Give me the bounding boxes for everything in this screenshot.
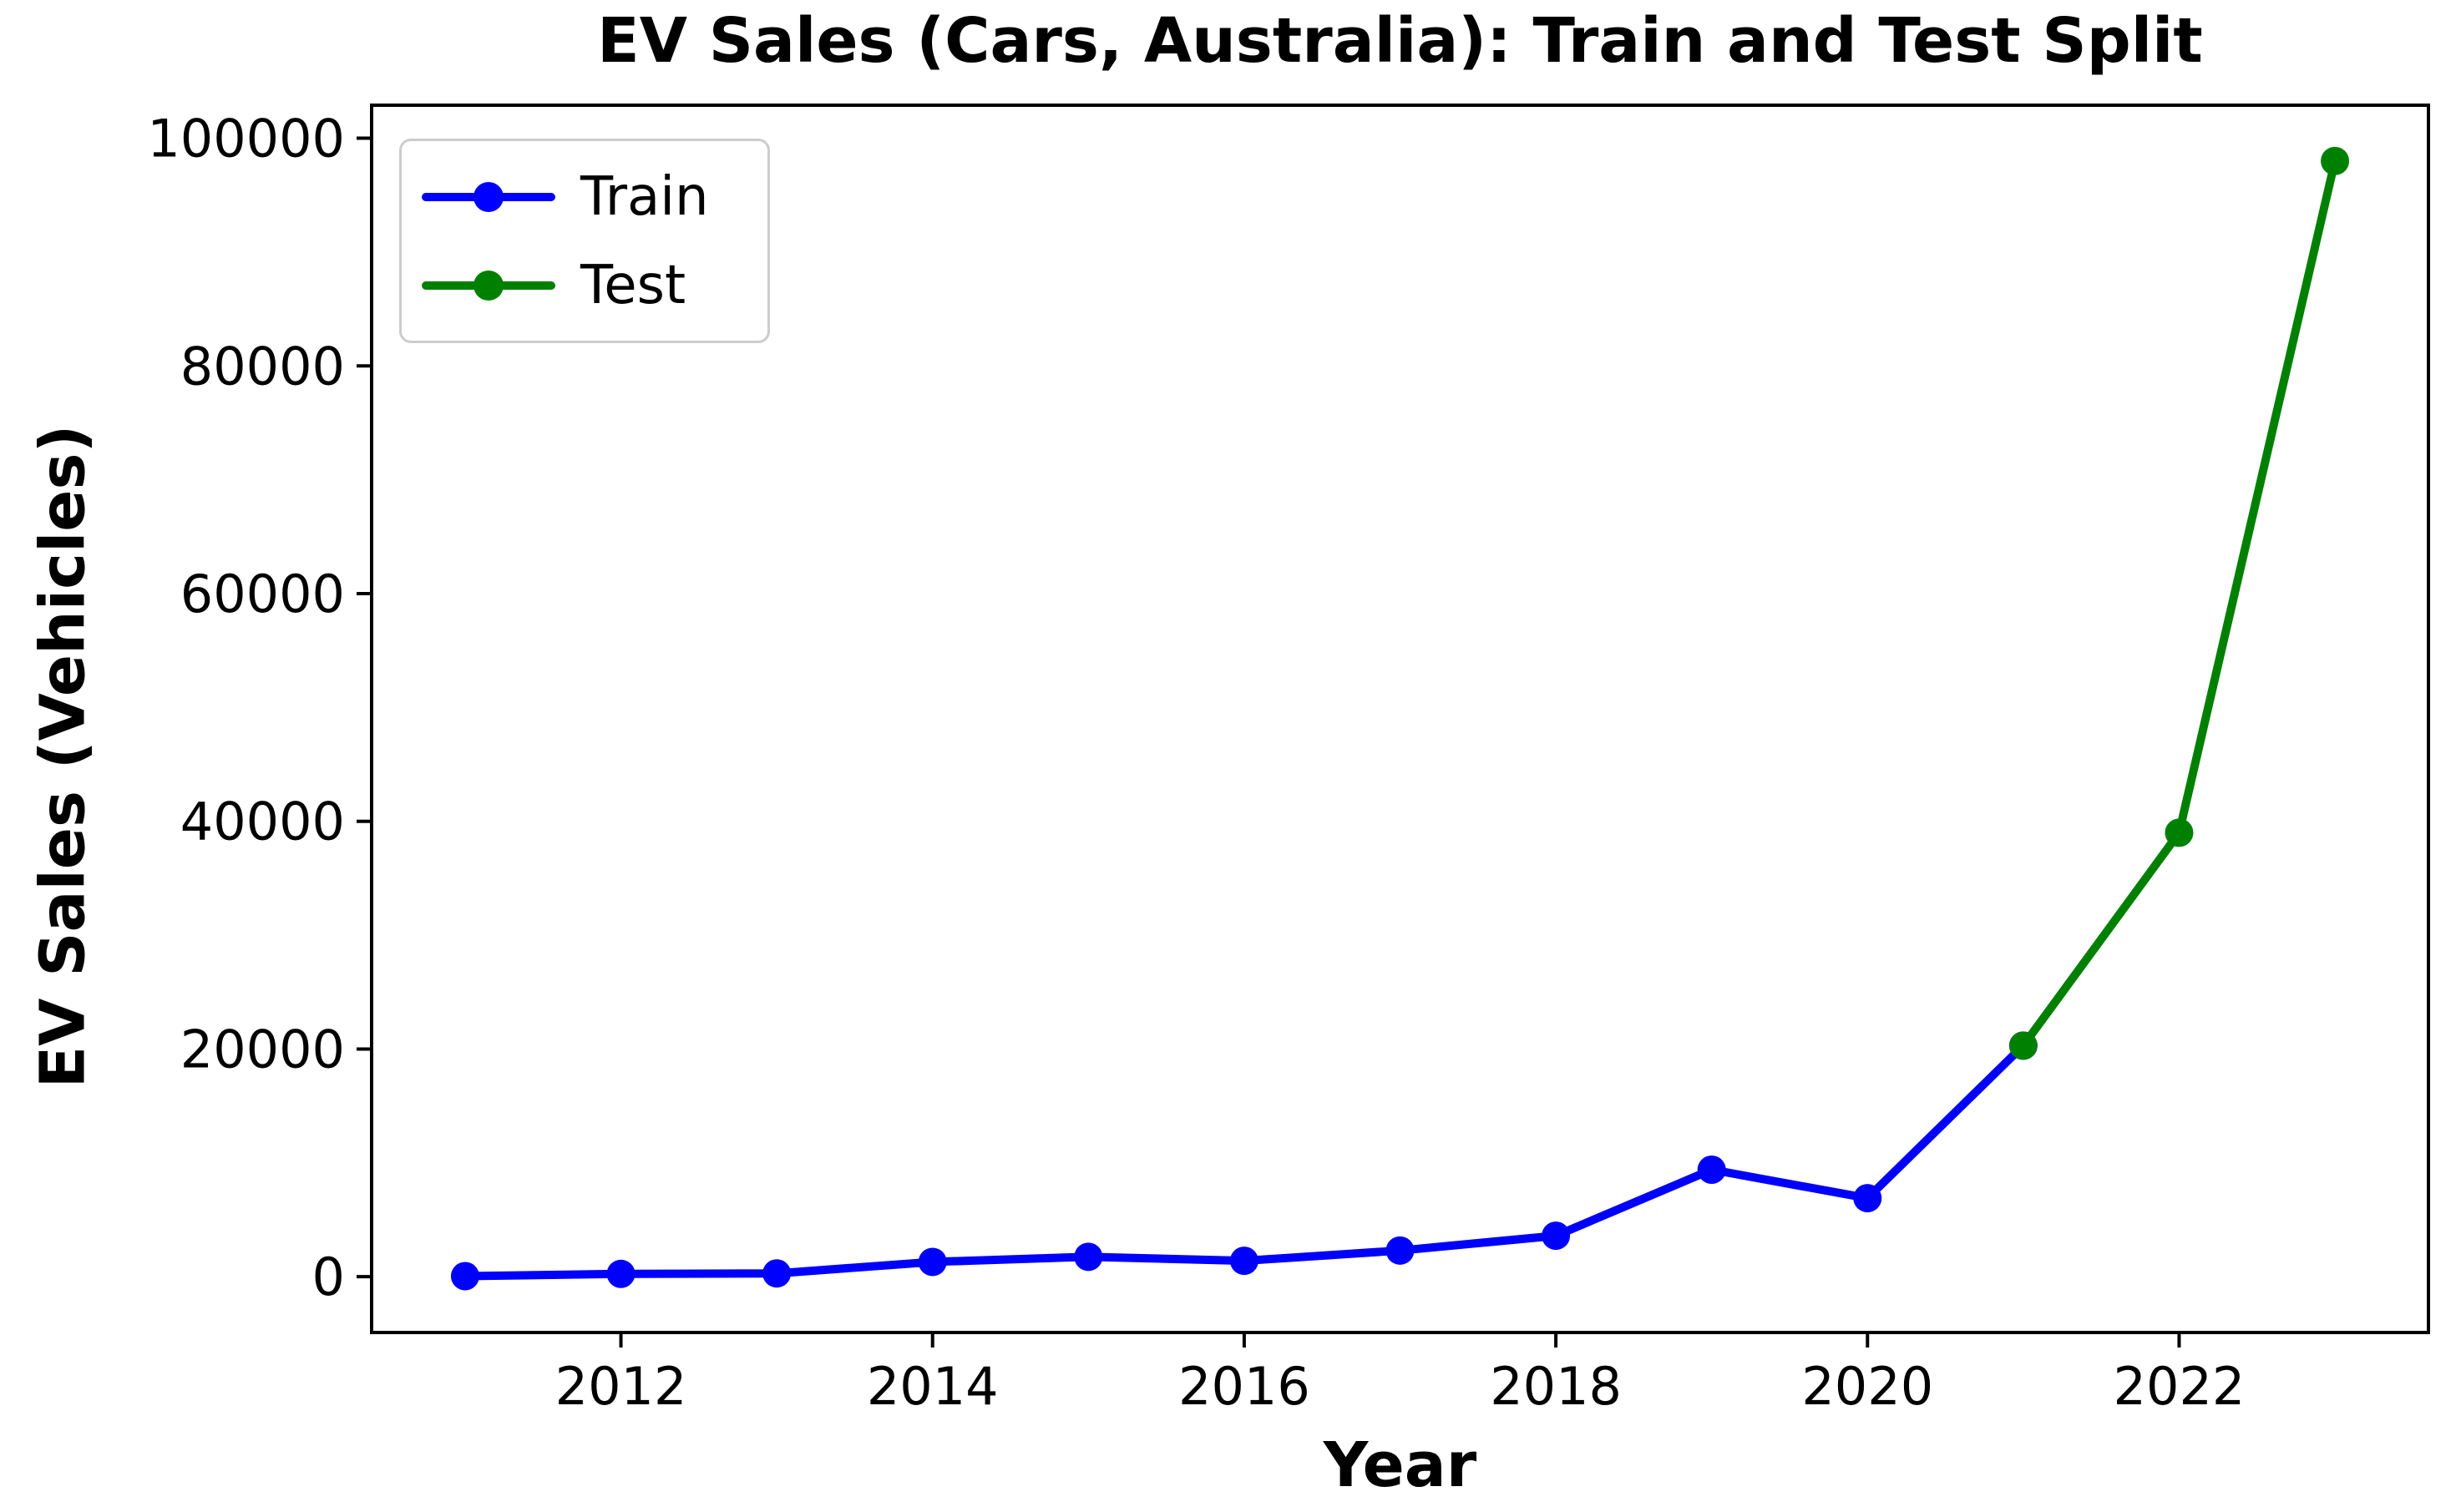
data-point-train-2017 xyxy=(1385,1236,1415,1265)
legend-item-test: Test xyxy=(422,245,751,325)
data-point-train-2016 xyxy=(1229,1247,1258,1276)
y-tick-label: 100000 xyxy=(147,109,345,169)
train-marker-icon xyxy=(473,181,504,212)
data-point-train-2012 xyxy=(606,1259,636,1288)
data-point-test-2021 xyxy=(2008,1031,2038,1060)
x-tick-label: 2020 xyxy=(1801,1356,1933,1417)
train-line-swatch xyxy=(422,181,555,212)
series-line-test xyxy=(2018,156,2340,1050)
y-tick-label: 60000 xyxy=(180,564,345,625)
legend-label-train: Train xyxy=(580,165,709,228)
axes-frame xyxy=(370,104,2430,1334)
data-point-train-2020 xyxy=(1853,1184,1882,1213)
series-line-train xyxy=(460,1041,2028,1281)
data-point-train-2014 xyxy=(918,1247,947,1277)
y-tick-label: 80000 xyxy=(180,336,345,397)
data-point-train-2018 xyxy=(1542,1221,1571,1251)
y-tick-label: 40000 xyxy=(180,791,345,852)
x-tick-label: 2012 xyxy=(555,1356,687,1417)
data-point-train-2015 xyxy=(1074,1242,1103,1272)
legend-label-test: Test xyxy=(580,254,686,316)
test-line-swatch xyxy=(422,270,555,301)
x-tick-label: 2018 xyxy=(1490,1356,1622,1417)
data-point-train-2011 xyxy=(450,1262,479,1291)
y-tick-label: 20000 xyxy=(180,1019,345,1080)
data-point-test-2022 xyxy=(2165,818,2194,847)
test-marker-icon xyxy=(473,270,504,301)
data-point-test-2023 xyxy=(2321,146,2350,175)
data-point-train-2019 xyxy=(1697,1155,1726,1184)
x-tick-label: 2022 xyxy=(2114,1356,2246,1417)
x-axis-label: Year xyxy=(1323,1429,1477,1501)
y-tick-label: 0 xyxy=(312,1247,345,1307)
chart-title: EV Sales (Cars, Australia): Train and Te… xyxy=(597,5,2203,77)
x-tick-label: 2014 xyxy=(867,1356,999,1417)
data-point-train-2013 xyxy=(762,1259,792,1288)
legend: Train Test xyxy=(399,139,770,343)
x-tick-label: 2016 xyxy=(1178,1356,1310,1417)
legend-item-train: Train xyxy=(422,157,751,236)
